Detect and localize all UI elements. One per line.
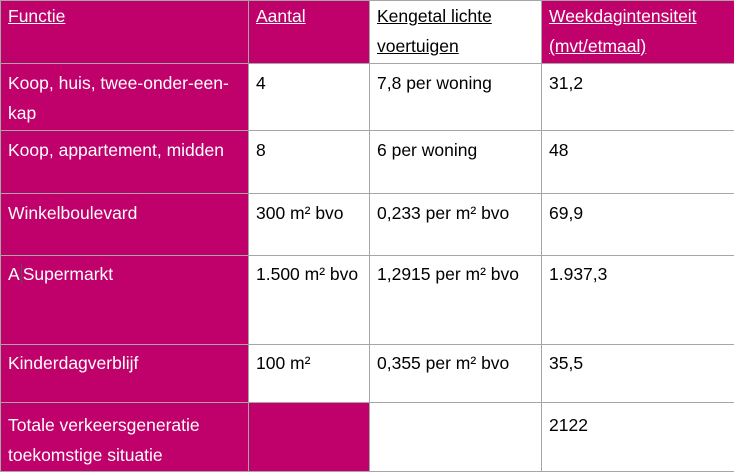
table-row: A Supermarkt 1.500 m² bvo 1,2915 per m² b…	[0, 255, 734, 345]
cell-functie: Kinderdagverblijf	[0, 344, 249, 403]
cell-kengetal: 1,2915 per m² bvo	[369, 255, 542, 345]
cell-kengetal: 7,8 per woning	[369, 63, 542, 131]
cell-aantal: 4	[248, 63, 370, 131]
header-kengetal: Kengetal lichte voertuigen	[369, 0, 542, 64]
cell-intensiteit: 1.937,3	[541, 255, 734, 345]
table-row: Winkelboulevard 300 m² bvo 0,233 per m² …	[0, 193, 734, 256]
cell-aantal: 1.500 m² bvo	[248, 255, 370, 345]
cell-functie: Winkelboulevard	[0, 193, 249, 256]
cell-functie: A Supermarkt	[0, 255, 249, 345]
total-row: Totale verkeersgeneratie toekomstige sit…	[0, 402, 734, 472]
cell-functie: Koop, huis, twee-onder-een-kap	[0, 63, 249, 131]
cell-kengetal: 6 per woning	[369, 130, 542, 194]
cell-aantal: 8	[248, 130, 370, 194]
header-row: Functie Aantal Kengetal lichte voertuige…	[0, 0, 734, 64]
table-row: Kinderdagverblijf 100 m² 0,355 per m² bv…	[0, 344, 734, 403]
header-intensiteit: Weekdagintensiteit (mvt/etmaal)	[541, 0, 734, 64]
cell-intensiteit: 31,2	[541, 63, 734, 131]
cell-kengetal: 0,233 per m² bvo	[369, 193, 542, 256]
header-functie: Functie	[0, 0, 249, 64]
cell-aantal: 100 m²	[248, 344, 370, 403]
header-aantal: Aantal	[248, 0, 370, 64]
table-row: Koop, appartement, midden 8 6 per woning…	[0, 130, 734, 194]
total-aantal	[248, 402, 370, 472]
cell-kengetal: 0,355 per m² bvo	[369, 344, 542, 403]
cell-functie-text: Supermarkt	[22, 264, 114, 284]
total-intensiteit: 2122	[541, 402, 734, 472]
text-cursor	[20, 264, 22, 283]
cell-functie: Koop, appartement, midden	[0, 130, 249, 194]
table-row: Koop, huis, twee-onder-een-kap 4 7,8 per…	[0, 63, 734, 131]
cell-intensiteit: 69,9	[541, 193, 734, 256]
total-kengetal	[369, 402, 542, 472]
cell-aantal: 300 m² bvo	[248, 193, 370, 256]
cell-functie-prefix: A	[8, 264, 20, 284]
total-label: Totale verkeersgeneratie toekomstige sit…	[0, 402, 249, 472]
cell-intensiteit: 35,5	[541, 344, 734, 403]
cell-intensiteit: 48	[541, 130, 734, 194]
